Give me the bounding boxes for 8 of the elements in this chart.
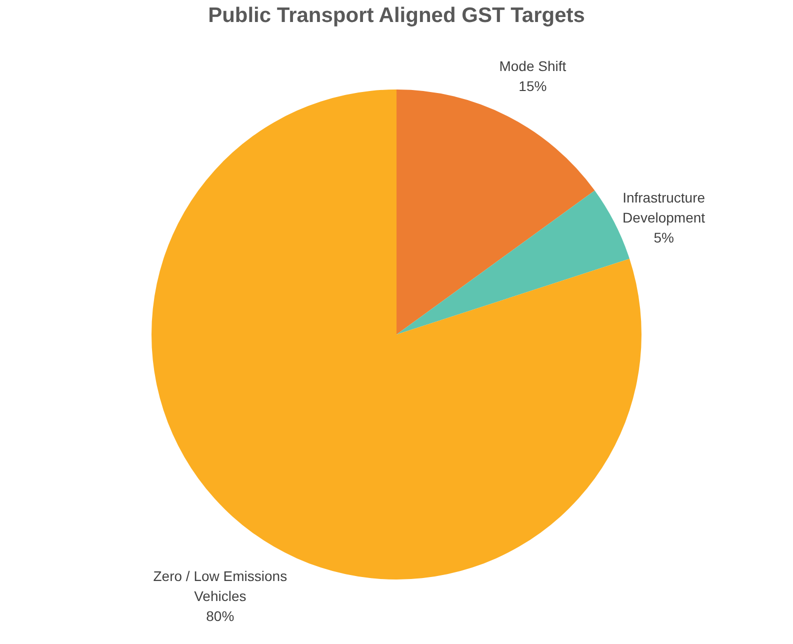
data-label: 80% xyxy=(206,608,234,624)
pie-slice xyxy=(396,90,595,334)
data-label: 15% xyxy=(518,78,547,94)
data-label: 5% xyxy=(654,229,674,246)
slice-label: Infrastructure Development xyxy=(622,189,706,226)
chart-title: Public Transport Aligned GST Targets xyxy=(208,4,585,27)
slice-label: Zero / Low Emissions Vehicles xyxy=(153,568,288,604)
slice-label: Mode Shift xyxy=(499,58,566,74)
